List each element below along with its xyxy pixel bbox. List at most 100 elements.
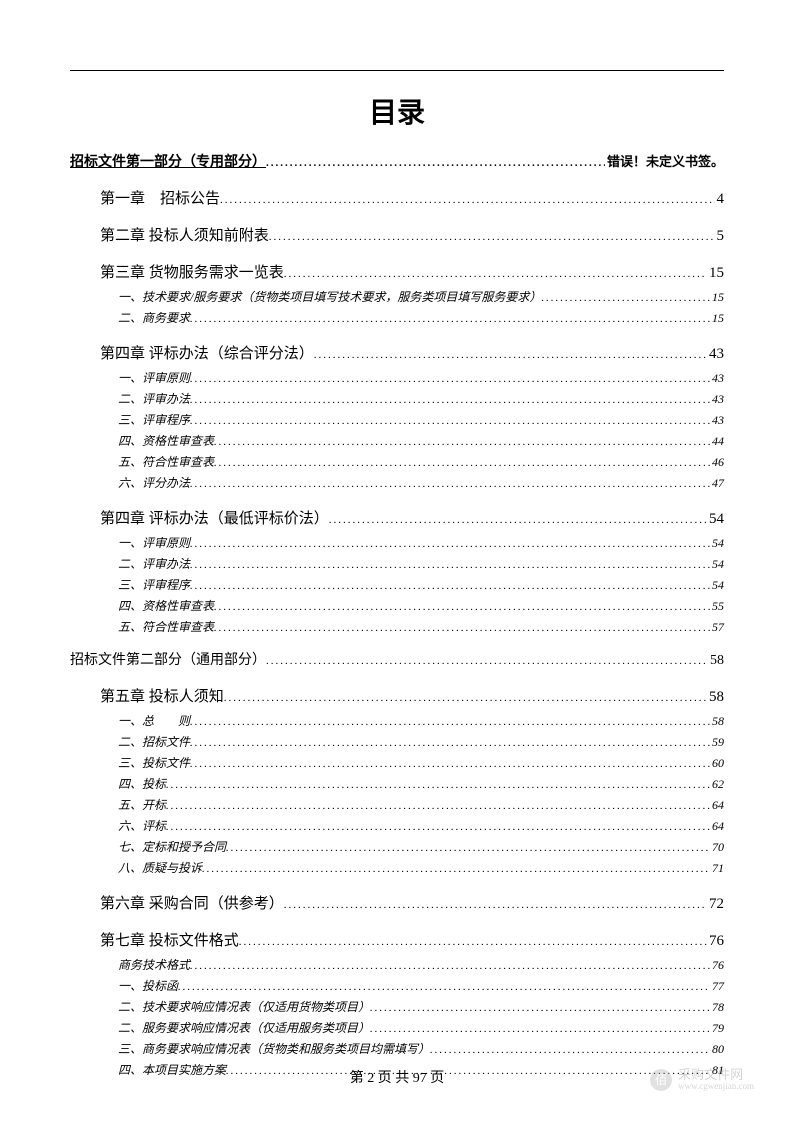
toc-label: 一、技术要求/服务要求（货物类项目填写技术要求，服务类项目填写服务要求） — [118, 288, 541, 305]
toc-dots — [166, 779, 710, 791]
toc-label: 二、技术要求响应情况表（仅适用货物类项目） — [118, 998, 370, 1015]
toc-label: 二、评审办法 — [118, 555, 190, 572]
toc-dots — [190, 758, 710, 770]
toc-dots — [266, 655, 708, 667]
toc-label: 二、评审办法 — [118, 390, 190, 407]
toc-page: 64 — [710, 819, 724, 834]
toc-page: 62 — [710, 777, 724, 792]
toc-dots — [284, 899, 707, 911]
toc-dots — [190, 415, 710, 427]
toc-page: 70 — [710, 840, 724, 855]
toc-line: 第四章 评标办法（最低评标价法）54 — [100, 507, 724, 528]
toc-label: 四、投标 — [118, 775, 166, 792]
toc-dots — [269, 231, 715, 243]
toc-page: 72 — [707, 896, 724, 913]
toc-page: 47 — [710, 476, 724, 491]
toc-label: 五、符合性审查表 — [118, 453, 214, 470]
toc-line: 七、定标和授予合同 70 — [118, 838, 724, 855]
toc-page: 46 — [710, 455, 724, 470]
toc-page: 78 — [710, 1000, 724, 1015]
toc-page: 54 — [710, 536, 724, 551]
toc-label: 招标文件第二部分（通用部分） — [70, 649, 266, 669]
toc-page: 15 — [710, 311, 724, 326]
toc-dots — [541, 292, 710, 304]
toc-line: 二、技术要求响应情况表（仅适用货物类项目） 78 — [118, 998, 724, 1015]
toc-line: 招标文件第二部分（通用部分）58 — [70, 649, 724, 669]
toc-dots — [284, 268, 707, 280]
toc-dots — [190, 313, 710, 325]
toc-dots — [314, 349, 707, 361]
toc-page: 64 — [710, 798, 724, 813]
toc-label: 三、评审程序 — [118, 576, 190, 593]
toc-dots — [329, 514, 707, 526]
toc-dots — [214, 601, 710, 613]
toc-label: 三、评审程序 — [118, 411, 190, 428]
toc-label: 八、质疑与投诉 — [118, 859, 202, 876]
toc-label: 第四章 评标办法（综合评分法） — [100, 342, 314, 363]
toc-line: 三、评审程序54 — [118, 576, 724, 593]
toc-dots — [220, 194, 714, 206]
toc-label: 四、资格性审查表 — [118, 597, 214, 614]
toc-line: 一、评审原则43 — [118, 369, 724, 386]
toc-label: 一、评审原则 — [118, 534, 190, 551]
toc-page: 44 — [710, 434, 724, 449]
toc-line: 第七章 投标文件格式76 — [100, 929, 724, 950]
toc-page: 43 — [710, 413, 724, 428]
toc-label: 六、评分办法 — [118, 474, 190, 491]
toc-line: 第三章 货物服务需求一览表 15 — [100, 261, 724, 282]
toc-page: 4 — [715, 191, 725, 208]
toc-line: 一、评审原则 54 — [118, 534, 724, 551]
toc-line: 五、符合性审查表 46 — [118, 453, 724, 470]
toc-page: 54 — [710, 557, 724, 572]
toc-page: 15 — [707, 265, 724, 282]
toc-dots — [214, 622, 710, 634]
toc-line: 招标文件第一部分（专用部分）错误！未定义书签。 — [70, 151, 724, 171]
toc-dots — [370, 1002, 710, 1014]
toc-label: 三、商务要求响应情况表（货物类和服务类项目均需填写） — [118, 1040, 430, 1057]
toc-label: 第五章 投标人须知 — [100, 685, 224, 706]
watermark: 佰 采购文件网 www.cgwenjian.com — [650, 1068, 754, 1092]
watermark-icon: 佰 — [650, 1069, 672, 1091]
toc-line: 第四章 评标办法（综合评分法） 43 — [100, 342, 724, 363]
toc-page: 79 — [710, 1021, 724, 1036]
toc-page: 43 — [707, 346, 724, 363]
toc-line: 三、商务要求响应情况表（货物类和服务类项目均需填写） 80 — [118, 1040, 724, 1057]
toc-line: 六、评分办法 47 — [118, 474, 724, 491]
toc-line: 三、评审程序 43 — [118, 411, 724, 428]
toc-dots — [190, 716, 710, 728]
toc-dots — [190, 580, 710, 592]
toc-page: 58 — [707, 689, 724, 706]
toc-label: 二、招标文件 — [118, 733, 190, 750]
toc-page: 80 — [710, 1042, 724, 1057]
toc-dots — [214, 436, 710, 448]
toc-line: 第五章 投标人须知 58 — [100, 685, 724, 706]
toc-dots — [190, 373, 710, 385]
toc-label: 第三章 货物服务需求一览表 — [100, 261, 284, 282]
toc-line: 二、评审办法43 — [118, 390, 724, 407]
toc-page: 5 — [715, 228, 725, 245]
toc-label: 第二章 投标人须知前附表 — [100, 224, 269, 245]
toc-page: 57 — [710, 620, 724, 635]
toc-label: 二、商务要求 — [118, 309, 190, 326]
toc-label: 六、评标 — [118, 817, 166, 834]
toc-dots — [166, 821, 710, 833]
toc-dots — [190, 538, 710, 550]
toc-dots — [178, 981, 710, 993]
toc-dots — [190, 737, 710, 749]
toc-dots — [226, 842, 710, 854]
toc-label: 七、定标和授予合同 — [118, 838, 226, 855]
toc-line: 一、总 则58 — [118, 712, 724, 729]
toc-body: 招标文件第一部分（专用部分）错误！未定义书签。第一章 招标公告4第二章 投标人须… — [70, 151, 724, 1078]
toc-label: 第六章 采购合同（供参考） — [100, 892, 284, 913]
toc-dots — [266, 157, 605, 169]
toc-page: 76 — [710, 958, 724, 973]
toc-dots — [224, 692, 707, 704]
toc-dots — [190, 960, 710, 972]
toc-line: 一、投标函77 — [118, 977, 724, 994]
watermark-text: 采购文件网 www.cgwenjian.com — [678, 1068, 754, 1092]
toc-page: 71 — [710, 861, 724, 876]
toc-label: 第七章 投标文件格式 — [100, 929, 239, 950]
toc-dots — [430, 1044, 710, 1056]
toc-label: 一、评审原则 — [118, 369, 190, 386]
toc-line: 五、符合性审查表57 — [118, 618, 724, 635]
